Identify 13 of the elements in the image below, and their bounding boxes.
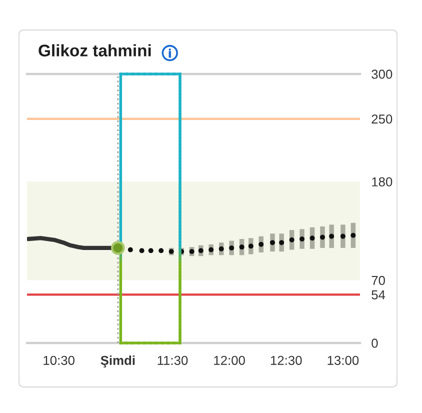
y-tick-label: 180 bbox=[372, 177, 392, 186]
y-tick-label: 54 bbox=[372, 290, 386, 300]
y-tick-label: 0 bbox=[372, 338, 378, 348]
x-tick-label: 10:30 bbox=[44, 356, 74, 365]
x-tick-label: 12:00 bbox=[214, 356, 245, 365]
y-tick-label: 250 bbox=[372, 114, 392, 124]
x-tick-label: 11:30 bbox=[158, 356, 188, 365]
y-tick-label: 70 bbox=[372, 276, 385, 286]
y-tick-label: 300 bbox=[372, 70, 392, 79]
chart-title: Glikoz tahmini bbox=[38, 44, 151, 56]
x-tick-label: 12:30 bbox=[270, 356, 302, 365]
x-tick-label: Şimdi bbox=[100, 356, 135, 368]
x-tick-label: 13:00 bbox=[328, 356, 359, 365]
